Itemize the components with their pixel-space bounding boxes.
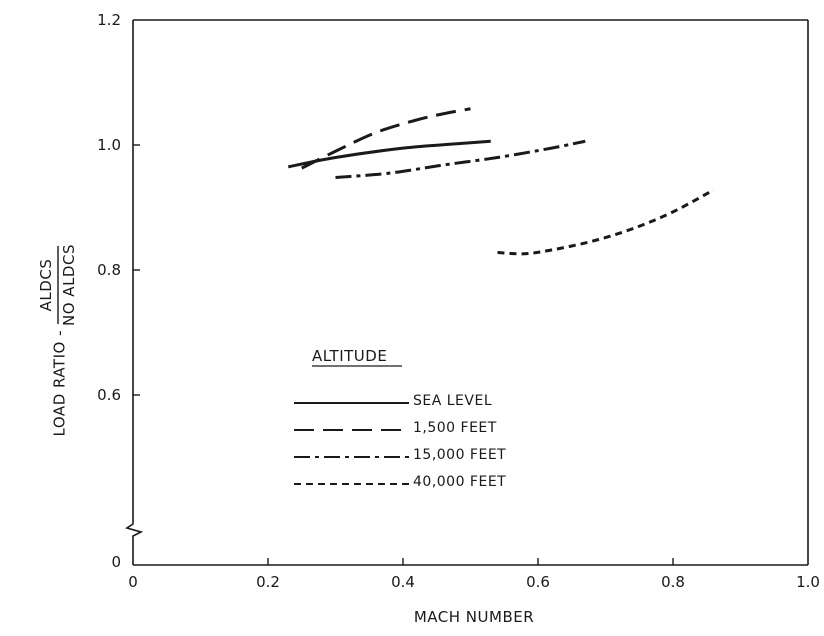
- y-tick-label: 1.0: [97, 136, 121, 154]
- legend-label-1: SEA LEVEL: [413, 393, 492, 409]
- legend-title: ALTITUDE: [312, 347, 387, 365]
- y-axis-ticks: 0.6 0.8 1.0 1.2 0: [97, 11, 140, 571]
- y-tick-label: 1.2: [97, 11, 121, 29]
- legend-label-4: 40,000 FEET: [413, 474, 506, 490]
- plot-frame: [125, 19, 809, 566]
- legend-label-3: 15,000 FEET: [413, 447, 506, 463]
- series-line-4: [497, 188, 715, 256]
- series-line-2: [301, 107, 471, 170]
- x-tick-label: 0.6: [526, 573, 550, 591]
- y-axis-title-prefix: LOAD RATIO -: [51, 330, 69, 436]
- legend-label-2: 1,500 FEET: [413, 420, 497, 436]
- series-line-3: [335, 139, 586, 179]
- x-tick-label: 0: [128, 573, 138, 591]
- x-tick-label: 1.0: [796, 573, 820, 591]
- y-axis-title-denominator: NO ALDCS: [60, 244, 78, 326]
- x-tick-label: 0.8: [661, 573, 685, 591]
- y-tick-label: 0.6: [97, 386, 121, 404]
- y-axis-title: LOAD RATIO - ALDCS NO ALDCS: [37, 244, 78, 436]
- x-tick-label: 0.2: [256, 573, 280, 591]
- legend: ALTITUDE SEA LEVEL 1,500 FEET 15,000 FEET 4…: [294, 347, 506, 490]
- x-axis-title: MACH NUMBER: [414, 608, 534, 626]
- series-lines: [287, 107, 715, 256]
- y-tick-label: 0.8: [97, 261, 121, 279]
- y-axis-title-numerator: ALDCS: [37, 259, 55, 312]
- x-tick-label: 0.4: [391, 573, 415, 591]
- x-axis-ticks: 0 0.2 0.4 0.6 0.8 1.0: [128, 558, 820, 591]
- y-tick-label: 0: [111, 553, 121, 571]
- y-axis-break: [125, 522, 144, 565]
